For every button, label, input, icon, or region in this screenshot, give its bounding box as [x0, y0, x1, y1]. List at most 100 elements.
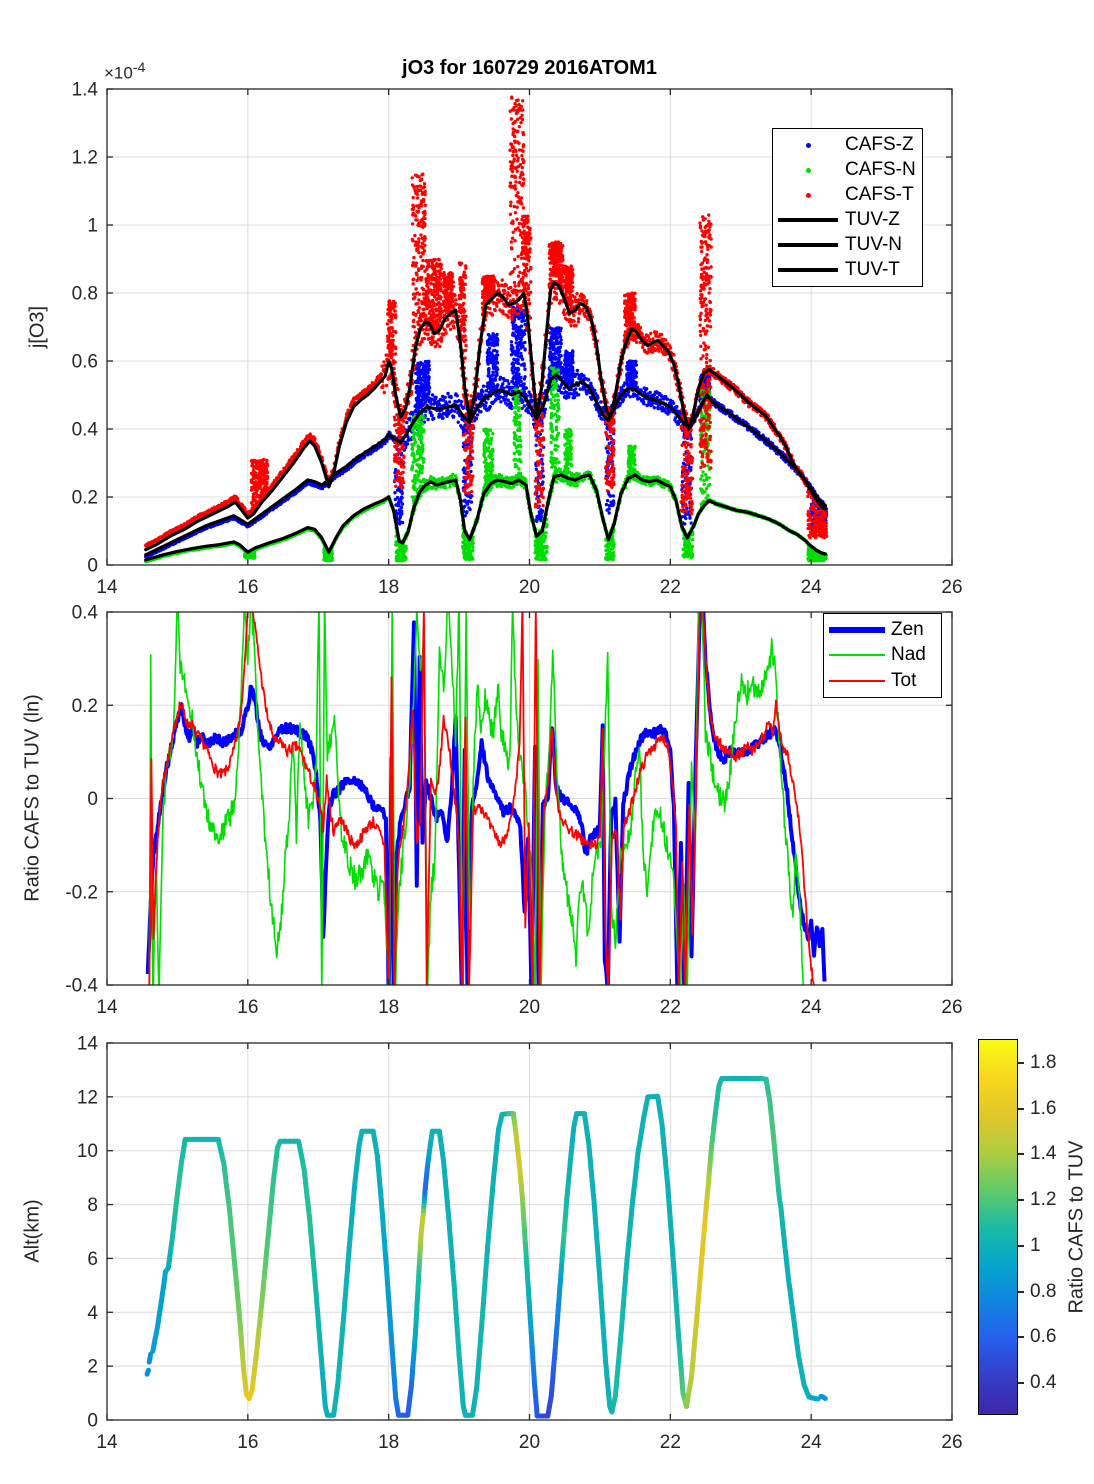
svg-text:18: 18 [378, 1432, 399, 1453]
legend-label: TUV-N [845, 233, 902, 255]
svg-text:16: 16 [237, 997, 258, 1018]
svg-text:20: 20 [519, 577, 540, 598]
tick-labels: 14 16 18 20 22 24 26 -0.4 -0.2 0 0.2 0.4 [65, 603, 962, 1019]
svg-text:16: 16 [237, 1432, 258, 1453]
svg-text:14: 14 [96, 577, 118, 598]
colorbar-gradient [978, 1039, 1018, 1415]
svg-text:0.6: 0.6 [72, 352, 98, 373]
legend-item-cafs-n: CAFS-N [773, 159, 922, 181]
svg-text:20: 20 [519, 1432, 540, 1453]
ratio-line-Tot [148, 612, 815, 985]
axes-frame [106, 611, 953, 986]
top-plot-series [144, 95, 829, 564]
svg-text:6: 6 [87, 1249, 98, 1270]
tuv-z-line-icon [778, 217, 838, 222]
svg-text:1.4: 1.4 [72, 80, 99, 101]
exponent-mantissa: ×10 [104, 63, 133, 83]
svg-text:1: 1 [87, 216, 98, 237]
svg-text:14: 14 [77, 1034, 99, 1055]
svg-text:0.2: 0.2 [72, 696, 98, 717]
svg-text:20: 20 [519, 997, 540, 1018]
colorbar-tick-label: 0.6 [1030, 1326, 1057, 1348]
svg-text:1.2: 1.2 [72, 148, 98, 169]
legend-item-tot: Tot [824, 670, 941, 692]
legend-item-nad: Nad [824, 644, 941, 666]
tuv-t-line-icon [778, 267, 838, 272]
legend-item-cafs-t: CAFS-T [773, 184, 922, 206]
svg-text:18: 18 [378, 997, 399, 1018]
svg-text:14: 14 [96, 1432, 118, 1453]
colorbar-tick-label: 1.4 [1030, 1143, 1057, 1165]
svg-text:-0.2: -0.2 [65, 882, 98, 903]
legend-label: CAFS-T [845, 184, 914, 206]
y-axis-exponent: ×10-4 [104, 60, 145, 84]
cafs-n-dot-icon [778, 167, 838, 173]
tick-labels: 14 16 18 20 22 24 26 0 0.2 0.4 0.6 0.8 1 1.2 1.4 [72, 80, 963, 599]
colorbar-tick-label: 1.8 [1030, 1052, 1057, 1073]
svg-text:26: 26 [941, 577, 962, 598]
legend-item-tuv-z: TUV-Z [773, 209, 922, 231]
altitude-track [144, 1076, 828, 1419]
svg-text:0.4: 0.4 [72, 603, 99, 624]
tuv-n-line-icon [778, 242, 838, 247]
bottom-y-axis-label: Alt(km) [21, 1199, 44, 1263]
svg-text:0: 0 [87, 556, 98, 577]
svg-text:14: 14 [96, 997, 118, 1018]
svg-text:24: 24 [801, 1432, 823, 1453]
cafs-t-dot-icon [778, 192, 838, 198]
svg-text:24: 24 [801, 997, 823, 1018]
svg-text:8: 8 [87, 1195, 98, 1216]
legend-item-zen: Zen [824, 619, 941, 641]
tot-line-icon [829, 680, 885, 683]
svg-text:26: 26 [941, 1432, 962, 1453]
colorbar-label: Ratio CAFS to TUV [1065, 1140, 1088, 1314]
legend-label: Tot [891, 670, 917, 692]
svg-text:-0.4: -0.4 [65, 976, 98, 997]
colorbar-tick [1018, 1290, 1024, 1293]
legend-label: CAFS-Z [845, 134, 914, 156]
legend-item-cafs-z: CAFS-Z [773, 134, 922, 156]
axes-frame [106, 88, 953, 566]
ratio-line-Zen [145, 612, 827, 985]
legend-label: TUV-Z [845, 208, 900, 230]
axes-frame [106, 1042, 953, 1421]
middle-plot-series [145, 612, 827, 985]
colorbar-tick [1018, 1199, 1024, 1202]
colorbar-tick-label: 0.8 [1030, 1280, 1057, 1302]
svg-text:24: 24 [801, 577, 823, 598]
legend-label: Zen [891, 618, 924, 640]
chart-title: jO3 for 160729 2016ATOM1 [402, 57, 657, 79]
svg-text:0.4: 0.4 [72, 420, 99, 441]
legend-item-tuv-t: TUV-T [773, 259, 922, 281]
middle-y-axis-label: Ratio CAFS to TUV (ln) [21, 694, 44, 902]
legend-label: Nad [891, 644, 926, 666]
line-TUV-Z [144, 373, 827, 557]
svg-text:22: 22 [660, 1432, 681, 1453]
legend-middle: Zen Nad Tot [823, 613, 942, 698]
legend-top: CAFS-Z CAFS-N CAFS-T TUV-Z TUV-N TUV-T [772, 128, 923, 287]
top-y-axis-label: j[O3] [26, 305, 49, 349]
cafs-z-dot-icon [778, 142, 838, 148]
exponent-power: -4 [132, 60, 146, 76]
legend-item-tuv-n: TUV-N [773, 234, 922, 256]
colorbar-tick [1018, 1107, 1024, 1110]
colorbar-tick [1018, 1244, 1024, 1247]
svg-text:22: 22 [660, 997, 681, 1018]
colorbar-tick-label: 1.6 [1030, 1097, 1057, 1119]
colorbar-tick [1018, 1382, 1024, 1384]
svg-text:0.8: 0.8 [72, 284, 98, 305]
legend-label: TUV-T [845, 258, 900, 280]
svg-text:0.2: 0.2 [72, 488, 98, 509]
line-TUV-N [144, 473, 827, 562]
colorbar-tick-label: 1 [1030, 1234, 1041, 1256]
svg-text:2: 2 [87, 1357, 98, 1378]
svg-text:4: 4 [87, 1303, 98, 1324]
svg-text:0: 0 [87, 1411, 98, 1432]
svg-text:12: 12 [77, 1087, 98, 1108]
legend-label: CAFS-N [845, 159, 916, 181]
svg-text:10: 10 [77, 1141, 98, 1162]
nad-line-icon [829, 654, 885, 657]
